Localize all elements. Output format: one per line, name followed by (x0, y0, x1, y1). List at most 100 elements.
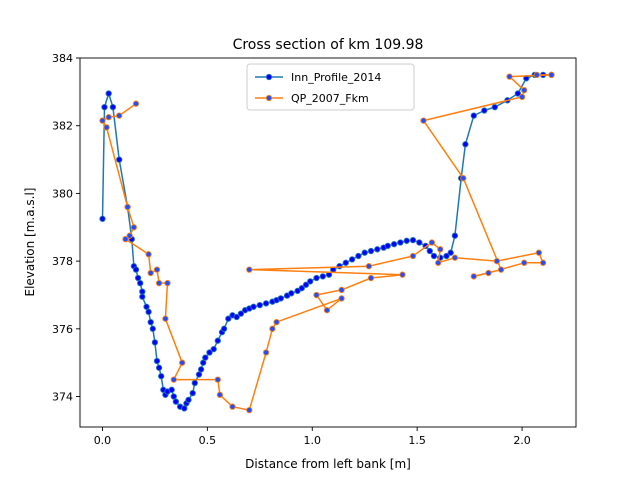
series-2-point (105, 114, 112, 121)
series-1-point (206, 349, 213, 356)
series-2-point (122, 235, 129, 243)
series-1-point (409, 236, 417, 244)
series-2-point (460, 175, 467, 182)
series-1-point (491, 103, 498, 111)
series-1-point (416, 239, 423, 246)
series-2-point (214, 376, 221, 383)
legend-swatch-marker (265, 73, 273, 81)
series-1-point (462, 141, 469, 148)
series-2-point (155, 279, 163, 287)
series-2-point (269, 325, 276, 332)
series-1-point (151, 339, 159, 346)
x-axis-label: Distance from left bank [m] (245, 457, 411, 471)
series-1-point (137, 279, 144, 287)
series-2-point (365, 263, 373, 270)
series-1-point (158, 373, 165, 380)
series-1-point (195, 371, 203, 378)
series-2-point (179, 359, 186, 366)
y-tick-label: 376 (52, 323, 73, 336)
series-1-point (185, 396, 192, 404)
series-1-point (262, 300, 270, 307)
series-2-point (132, 100, 140, 107)
series-2-point (521, 87, 528, 94)
series-1-point (214, 337, 221, 344)
series-1-point (390, 241, 398, 248)
series-1-point (256, 301, 263, 309)
series-2-point (170, 376, 177, 383)
plot-area (99, 71, 555, 414)
series-2-point (535, 249, 543, 256)
series-2-point (420, 117, 427, 124)
legend: Inn_Profile_2014 QP_2007_Fkm (246, 63, 415, 111)
series-2-point (485, 269, 492, 277)
series-1-point (361, 249, 368, 256)
series-2-point (153, 266, 161, 273)
series-1-point (277, 295, 284, 302)
series-2-point (216, 391, 224, 398)
series-1-point (307, 278, 314, 285)
legend-label: Inn_Profile_2014 (291, 71, 381, 84)
series-1-point (355, 252, 362, 260)
series-2-point (262, 349, 270, 356)
x-tick-label: 0.0 (94, 434, 112, 447)
series-1-point (384, 242, 391, 250)
series-1-point (132, 266, 140, 273)
series-1-point (319, 273, 326, 280)
series-2-point (338, 295, 345, 302)
series-1-point (367, 247, 375, 255)
series-1-point (139, 288, 146, 295)
legend-swatch-marker (265, 94, 273, 102)
y-tick-label: 382 (52, 120, 73, 133)
series-1-point (348, 256, 356, 263)
series-2-point (493, 257, 501, 265)
series-1-point (288, 290, 295, 297)
y-tick-label: 374 (52, 391, 73, 404)
series-1-point (139, 293, 146, 300)
series-2-point (428, 239, 436, 246)
series-1-point (109, 103, 117, 111)
series-1-point (105, 90, 112, 97)
series-1-point (426, 247, 433, 255)
series-2-point (497, 266, 505, 273)
y-tick-label: 378 (52, 255, 73, 268)
x-tick-label: 1.0 (304, 434, 322, 447)
y-tick-label: 380 (52, 187, 73, 200)
series-1-point (374, 246, 381, 253)
series-2-point (246, 406, 253, 414)
series-2-point (539, 259, 547, 266)
series-2-point (246, 266, 253, 273)
y-axis-label: Elevation [m.a.s.l] (23, 188, 37, 297)
series-1-point (172, 398, 180, 405)
series-1-point (451, 232, 459, 239)
series-1-point (210, 345, 217, 353)
series-1-point (342, 259, 349, 266)
series-2-point (548, 71, 555, 79)
series-1-point (181, 405, 188, 412)
plot-frame (79, 57, 577, 428)
series-1-point (155, 364, 163, 371)
series-1-point (101, 103, 108, 111)
series-1-point (202, 354, 209, 361)
series-1-point (250, 303, 257, 310)
x-tick-label: 1.5 (408, 434, 426, 447)
series-2-point (518, 93, 526, 101)
series-1-point (514, 90, 522, 97)
series-1-point (336, 263, 343, 270)
series-1-point (134, 274, 142, 282)
series-2-point (147, 269, 154, 277)
chart-title: Cross section of km 109.98 (233, 37, 424, 53)
series-2-point (399, 271, 406, 278)
series-1-point (481, 107, 488, 114)
series-1-point (397, 239, 404, 246)
series-2-point (521, 259, 528, 266)
series-1-point (470, 112, 477, 119)
series-2-point (116, 112, 123, 119)
series-2-point (162, 315, 169, 322)
series-1-point (237, 310, 245, 317)
series-1-point (313, 274, 320, 282)
axes: 0.0 0.5 1.0 1.5 2.0 374 376 378 380 382 384 (52, 52, 577, 447)
series-2-point (451, 254, 459, 261)
x-tick-label: 0.5 (199, 434, 217, 447)
series-1-point (170, 393, 177, 400)
